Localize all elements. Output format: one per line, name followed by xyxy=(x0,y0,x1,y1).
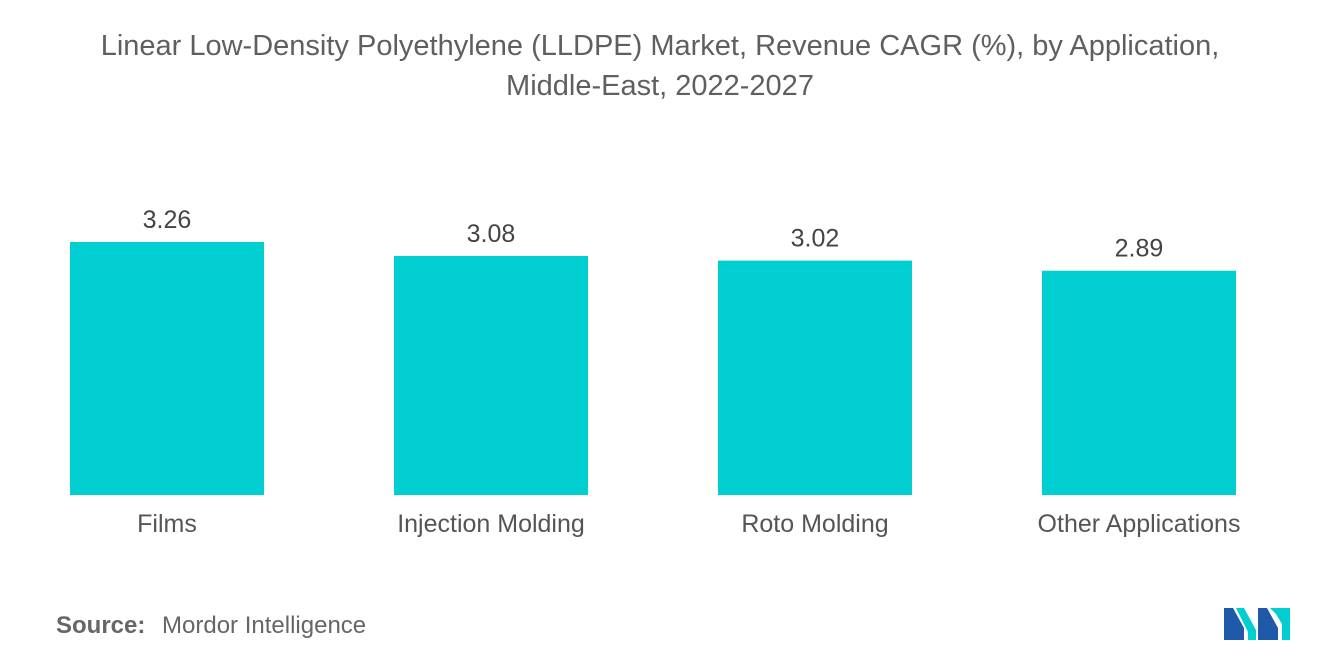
category-label: Roto Molding xyxy=(741,510,888,538)
bar-other-applications xyxy=(1042,270,1236,495)
chart-title-line-2: Middle-East, 2022-2027 xyxy=(506,70,814,102)
source-label: Source: xyxy=(56,612,146,639)
source-note: Source: Mordor Intelligence xyxy=(56,612,366,640)
bars-layer xyxy=(70,242,1236,495)
category-labels-layer: Films Injection Molding Roto Molding Other … xyxy=(137,510,1240,538)
bar-injection-molding xyxy=(394,255,588,495)
mordor-intelligence-logo-icon xyxy=(1224,608,1290,640)
value-label: 2.89 xyxy=(1115,235,1164,263)
chart-title: Linear Low-Density Polyethylene (LLDPE) … xyxy=(0,26,1320,106)
source-text: Mordor Intelligence xyxy=(162,612,367,639)
value-label: 3.08 xyxy=(467,220,516,248)
bar-roto-molding xyxy=(718,260,912,495)
value-labels-layer: 3.26 3.08 3.02 2.89 xyxy=(143,206,1164,263)
category-label: Films xyxy=(137,510,197,538)
category-label: Injection Molding xyxy=(397,510,585,538)
bar-films xyxy=(70,242,264,495)
bar-chart: 3.26 3.08 3.02 2.89 Films Injection Molding R… xyxy=(70,206,1240,538)
value-label: 3.02 xyxy=(791,225,840,253)
category-label: Other Applications xyxy=(1038,510,1241,538)
chart-title-line-1: Linear Low-Density Polyethylene (LLDPE) … xyxy=(100,30,1220,62)
value-label: 3.26 xyxy=(143,206,192,234)
